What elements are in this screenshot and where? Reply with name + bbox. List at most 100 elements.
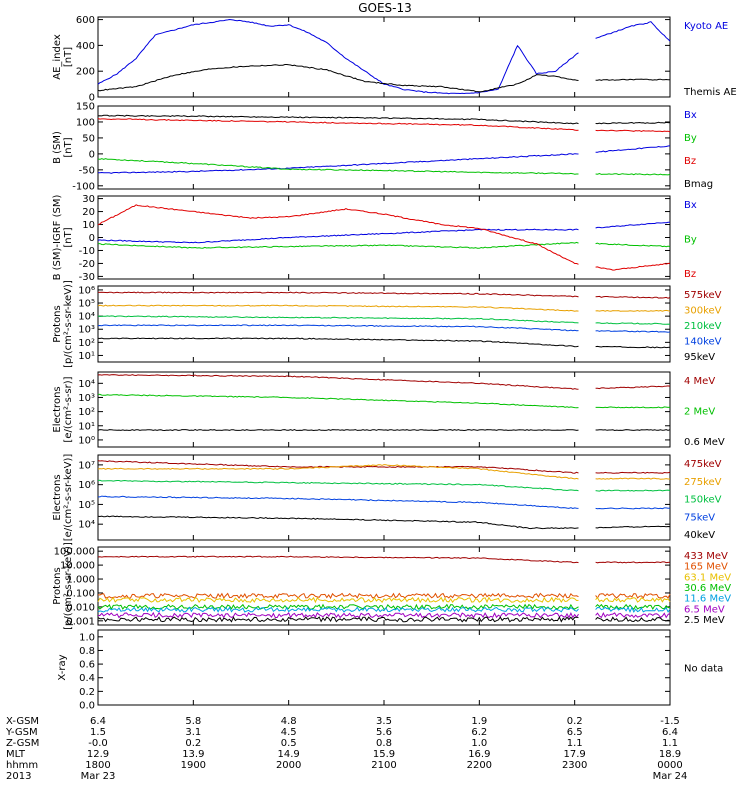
y-tick-label: 10⁵ bbox=[78, 500, 95, 511]
footer-cell: 1.1 bbox=[567, 738, 583, 749]
y-axis-label-line: [p/(cm²-s-sr-keV)] bbox=[63, 280, 74, 368]
footer-cell: 1.5 bbox=[90, 727, 106, 738]
y-axis-label-line: X-ray bbox=[57, 654, 68, 680]
series-line-210kev bbox=[595, 322, 671, 325]
footer-cell: 0.2 bbox=[185, 738, 201, 749]
y-axis-label-line: [p/(cm²-s-sr-keV)] bbox=[63, 542, 74, 630]
y-tick-label: 10⁶ bbox=[78, 480, 95, 491]
legend-entry: 575keV bbox=[684, 290, 722, 301]
footer-cell: 6.4 bbox=[90, 716, 106, 727]
y-tick-label: 10⁴ bbox=[78, 520, 95, 531]
footer-cell: 17.9 bbox=[564, 749, 586, 760]
y-tick-label: 600 bbox=[76, 15, 95, 26]
panel-frame bbox=[97, 546, 671, 626]
y-tick-label: 0 bbox=[89, 149, 95, 160]
y-axis-label-line: [nT] bbox=[63, 137, 74, 157]
legend-entry: 4 MeV bbox=[684, 376, 715, 387]
series-line-40kev bbox=[595, 525, 671, 529]
y-tick-label: 0.8 bbox=[79, 646, 95, 657]
legend-entry: 95keV bbox=[684, 352, 715, 363]
y-axis-label-line: Protons bbox=[52, 305, 63, 342]
footer-cell: 1900 bbox=[181, 760, 206, 771]
y-axis-label: Electrons[e/(cm²-s-sr-keV)] bbox=[52, 454, 74, 542]
legend-entry: 210keV bbox=[684, 321, 722, 332]
footer-cell: 1.0 bbox=[471, 738, 487, 749]
series-line-75kev bbox=[595, 507, 671, 510]
series-line-bx bbox=[595, 145, 671, 153]
series-line-210kev bbox=[97, 315, 579, 324]
legend-entry: 300keV bbox=[684, 306, 722, 317]
series-line-300kev bbox=[97, 304, 579, 312]
footer-cell: Mar 23 bbox=[81, 771, 116, 782]
y-tick-label: 10³ bbox=[78, 393, 95, 404]
series-line-2.5-mev bbox=[595, 616, 671, 623]
footer-row-label: hhmm bbox=[6, 760, 38, 771]
y-tick-label: 10 bbox=[82, 220, 95, 231]
y-tick-label: -20 bbox=[79, 259, 95, 270]
legend-entry: 475keV bbox=[684, 459, 722, 470]
y-tick-label: 0.100 bbox=[66, 588, 95, 599]
footer-cell: 2300 bbox=[562, 760, 587, 771]
footer-cell: 15.9 bbox=[373, 749, 395, 760]
footer-cell: 5.8 bbox=[185, 716, 201, 727]
orbit-footer: X-GSMY-GSMZ-GSMMLThhmm20136.41.5-0.012.9… bbox=[5, 716, 687, 782]
panel-frame bbox=[97, 371, 671, 448]
y-axis-label-line: B (SM)-IGRF (SM) bbox=[52, 195, 63, 281]
y-tick-label: 1.000 bbox=[66, 575, 95, 586]
legend-entry: By bbox=[684, 133, 697, 144]
series-line-75kev bbox=[98, 495, 579, 510]
y-tick-label: 0.6 bbox=[79, 660, 95, 671]
series-line-0.6-mev bbox=[97, 429, 579, 432]
y-tick-label: 10¹ bbox=[78, 421, 95, 432]
series-line-2.5-mev bbox=[97, 616, 579, 623]
series-line-150kev bbox=[97, 479, 579, 492]
footer-cell: 0.2 bbox=[567, 716, 583, 727]
series-line-275kev bbox=[595, 477, 670, 480]
y-axis-label-line: [nT] bbox=[63, 227, 74, 247]
panel-frame bbox=[97, 629, 671, 706]
y-tick-label: 200 bbox=[76, 67, 95, 78]
panel-7: 0.0010.0100.1001.00010.000100.000Protons… bbox=[52, 542, 731, 630]
y-tick-label: 10³ bbox=[78, 325, 95, 336]
y-tick-label: 1.0 bbox=[79, 632, 95, 643]
footer-cell: 0.8 bbox=[376, 738, 392, 749]
legend-entry: Themis AE bbox=[683, 87, 737, 98]
legend-entry: 275keV bbox=[684, 477, 722, 488]
series-line-475kev bbox=[595, 471, 671, 474]
footer-cell: 0000 bbox=[657, 760, 682, 771]
legend-entry: 63.1 MeV bbox=[684, 572, 731, 583]
panel-frame bbox=[97, 105, 671, 190]
series-line-2-mev bbox=[595, 406, 671, 409]
footer-cell: 2000 bbox=[276, 760, 301, 771]
panel-8: 0.0 0.2 0.4 0.6 0.8 1.0 X-ray No data bbox=[57, 629, 723, 712]
y-tick-label: 0.2 bbox=[79, 687, 95, 698]
y-tick-label: 10² bbox=[78, 407, 95, 418]
series-line-6.5-mev bbox=[595, 612, 671, 619]
footer-cell: 6.2 bbox=[471, 727, 487, 738]
y-axis-label: B (SM)-IGRF (SM)[nT] bbox=[52, 195, 74, 281]
legend-entry: 30.6 MeV bbox=[684, 583, 731, 594]
y-tick-label: 10⁴ bbox=[78, 312, 95, 323]
footer-cell: 1.1 bbox=[662, 738, 678, 749]
y-tick-label: 10⁰ bbox=[78, 435, 95, 446]
legend-entry: Bz bbox=[684, 269, 696, 280]
y-tick-label: 0 bbox=[89, 93, 95, 104]
series-line-150kev bbox=[595, 489, 671, 492]
y-axis-label-line: Electrons bbox=[52, 386, 63, 432]
series-line-6.5-mev bbox=[98, 611, 579, 619]
footer-cell: 1.9 bbox=[471, 716, 487, 727]
series-line-95kev bbox=[595, 345, 671, 349]
y-tick-label: 50 bbox=[82, 133, 95, 144]
panel-frame bbox=[97, 16, 671, 98]
series-line-by bbox=[97, 158, 579, 175]
y-axis-label-line: Protons bbox=[52, 567, 63, 604]
footer-cell: 2200 bbox=[467, 760, 492, 771]
series-line-63.1-mev bbox=[97, 596, 579, 604]
series-line-bz bbox=[97, 204, 579, 265]
series-line-bz bbox=[97, 118, 579, 131]
legend-entry: No data bbox=[684, 664, 723, 675]
y-tick-label: 0.4 bbox=[79, 673, 95, 684]
legend-entry: Bx bbox=[684, 200, 697, 211]
legend-entry: By bbox=[684, 235, 697, 246]
